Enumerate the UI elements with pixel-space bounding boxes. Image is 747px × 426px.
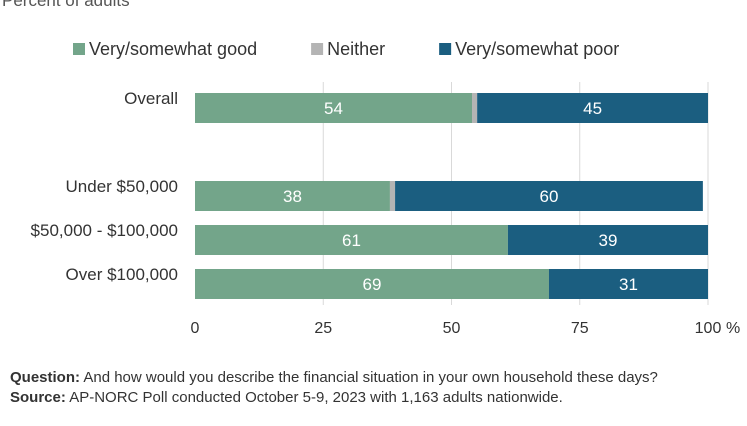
- bar-value-very-somewhat-poor-overall: 45: [583, 99, 602, 118]
- category-label-over-100-000: Over $100,000: [66, 265, 178, 284]
- bar-very-somewhat-good-over-100-000: [195, 269, 549, 299]
- source-label: Source:: [10, 389, 66, 406]
- x-tick-label-100: 100: [695, 320, 722, 337]
- legend-swatch-very-somewhat-poor: [439, 43, 452, 55]
- legend-swatch-neither: [311, 43, 324, 55]
- x-tick-unit: %: [726, 320, 740, 337]
- legend-label-very-somewhat-poor: Very/somewhat poor: [455, 39, 619, 59]
- bar-value-very-somewhat-good-overall: 54: [324, 99, 343, 118]
- source-text: AP-NORC Poll conducted October 5-9, 2023…: [69, 389, 563, 406]
- x-tick-label-25: 25: [314, 320, 332, 337]
- bar-value-very-somewhat-good-under-50-000: 38: [283, 187, 302, 206]
- bar-neither-under-50-000: [389, 181, 396, 211]
- x-tick-label-75: 75: [571, 320, 589, 337]
- legend-label-very-somewhat-good: Very/somewhat good: [89, 39, 257, 59]
- question-text: And how would you describe the financial…: [83, 369, 658, 386]
- question-note: Question: And how would you describe the…: [10, 368, 740, 388]
- bar-very-somewhat-poor-over-100-000: [548, 269, 708, 299]
- bar-neither-overall: [472, 93, 478, 123]
- category-label-50-000-100-000: $50,000 - $100,000: [31, 221, 178, 240]
- source-note: Source: AP-NORC Poll conducted October 5…: [10, 388, 740, 408]
- bar-value-very-somewhat-good-over-100-000: 69: [363, 275, 382, 294]
- category-label-overall: Overall: [124, 89, 178, 108]
- legend-swatch-very-somewhat-good: [73, 43, 85, 55]
- category-label-under-50-000: Under $50,000: [66, 177, 178, 196]
- bar-value-very-somewhat-good-50-000-100-000: 61: [342, 231, 361, 250]
- bar-very-somewhat-good-under-50-000: [195, 181, 390, 211]
- bar-very-somewhat-good-50-000-100-000: [195, 225, 508, 255]
- question-label: Question:: [10, 369, 80, 386]
- legend-label-neither: Neither: [327, 39, 385, 59]
- bar-value-very-somewhat-poor-over-100-000: 31: [619, 275, 638, 294]
- bar-very-somewhat-poor-50-000-100-000: [507, 225, 708, 255]
- x-tick-label-0: 0: [191, 320, 200, 337]
- bar-very-somewhat-good-overall: [195, 93, 473, 123]
- chart-subtitle: Percent of adults: [2, 0, 130, 10]
- x-tick-label-50: 50: [443, 320, 461, 337]
- chart-notes: Question: And how would you describe the…: [10, 368, 740, 408]
- bar-very-somewhat-poor-under-50-000: [395, 181, 703, 211]
- stacked-bar-chart: Very/somewhat good Neither Very/somewhat p…: [31, 39, 741, 337]
- bar-value-very-somewhat-poor-under-50-000: 60: [540, 187, 559, 206]
- bar-value-very-somewhat-poor-50-000-100-000: 39: [599, 231, 618, 250]
- bar-very-somewhat-poor-overall: [477, 93, 708, 123]
